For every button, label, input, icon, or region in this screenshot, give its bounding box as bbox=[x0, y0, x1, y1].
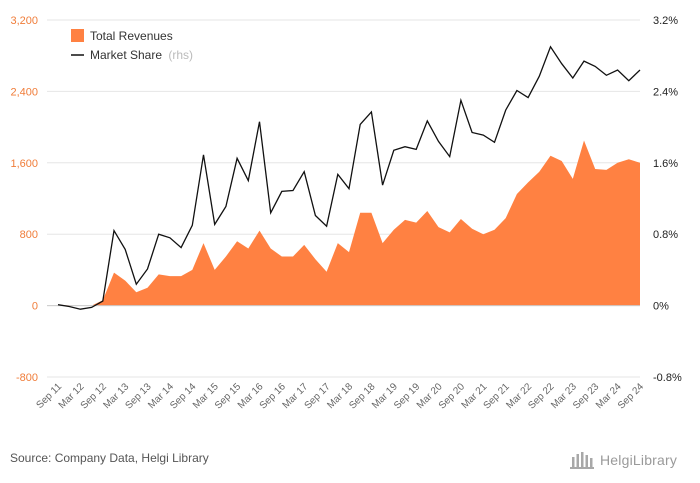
logo-text: HelgiLibrary bbox=[600, 452, 678, 468]
left-axis-ticks: -800 0 800 1,600 2,400 3,200 bbox=[10, 15, 38, 384]
right-tick-label: 0.8% bbox=[653, 229, 678, 241]
market-share-line bbox=[57, 45, 641, 310]
right-tick-label: -0.8% bbox=[653, 372, 682, 384]
legend-swatch-total-revenues bbox=[71, 29, 84, 42]
left-tick-label: 0 bbox=[32, 301, 38, 313]
right-tick-label: 2.4% bbox=[653, 86, 678, 98]
library-building-icon bbox=[570, 452, 594, 469]
source-note: Source: Company Data, Helgi Library bbox=[10, 451, 209, 465]
left-tick-label: 1,600 bbox=[10, 158, 38, 170]
left-tick-label: 3,200 bbox=[10, 15, 38, 27]
right-tick-label: 3.2% bbox=[653, 15, 678, 27]
left-tick-label: 800 bbox=[20, 229, 38, 241]
helgi-library-logo: HelgiLibrary bbox=[569, 449, 677, 471]
total-revenues-area bbox=[58, 140, 640, 306]
chart-legend: Total Revenues Market Share (rhs) bbox=[71, 29, 193, 62]
legend-label-market-share: Market Share (rhs) bbox=[90, 48, 193, 62]
right-tick-label: 0% bbox=[653, 301, 669, 313]
x-tick-label: Sep 24 bbox=[616, 381, 646, 411]
right-tick-label: 1.6% bbox=[653, 158, 678, 170]
left-tick-label: 2,400 bbox=[10, 86, 38, 98]
left-tick-label: -800 bbox=[16, 372, 38, 384]
legend-label-total-revenues: Total Revenues bbox=[90, 29, 173, 43]
right-axis-ticks: -0.8% 0% 0.8% 1.6% 2.4% 3.2% bbox=[653, 15, 682, 384]
